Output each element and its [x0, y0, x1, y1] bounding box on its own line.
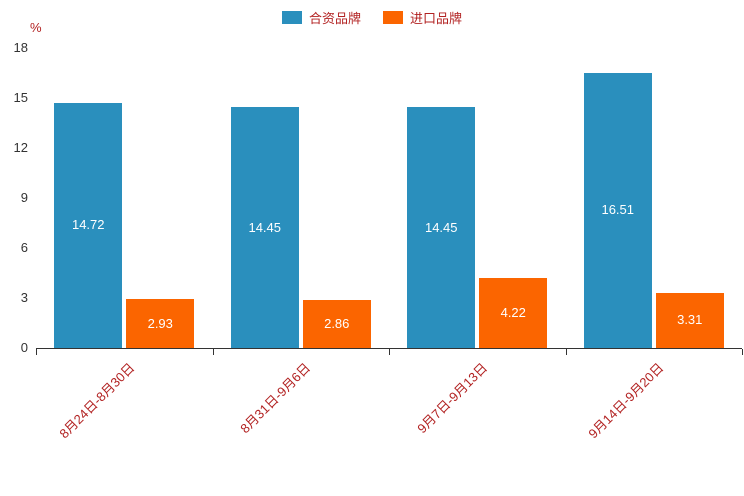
bar [54, 102, 123, 348]
bar-value-label: 2.93 [147, 315, 173, 331]
y-axis-tick-label: 9 [20, 190, 28, 205]
legend-swatch-orange [383, 11, 403, 24]
x-axis-tick-mark [742, 349, 743, 355]
bar-value-label: 14.45 [248, 219, 282, 235]
legend-item-imported-brands[interactable]: 进口品牌 [383, 8, 462, 27]
y-axis-tick-label: 18 [13, 40, 28, 55]
x-axis-line [36, 348, 742, 349]
bar-value-label: 14.45 [424, 219, 458, 235]
x-axis-label: 8月24日-8月30日 [55, 360, 137, 442]
y-axis-tick-label: 3 [20, 290, 28, 305]
bar-value-label: 14.72 [71, 217, 105, 233]
bar-value-label: 3.31 [677, 312, 703, 328]
y-axis-unit-label: % [30, 20, 42, 35]
x-axis-tick-mark [389, 349, 390, 355]
bar [126, 299, 195, 348]
bar [407, 107, 476, 348]
x-axis-tick-mark [36, 349, 37, 355]
bar [479, 277, 548, 348]
legend-swatch-blue [281, 11, 302, 24]
chart-legend: 合资品牌 进口品牌 [0, 8, 744, 27]
bar [302, 300, 371, 348]
x-axis-label: 9月14日-9月20日 [585, 360, 667, 442]
y-axis-tick-label: 12 [13, 140, 28, 155]
x-axis-label: 9月7日-9月13日 [413, 360, 490, 437]
x-axis-label: 8月31日-9月6日 [237, 360, 314, 437]
bar-value-label: 2.86 [324, 316, 350, 332]
bar-value-label: 16.51 [601, 202, 635, 218]
x-axis-tick-mark [212, 349, 214, 355]
y-axis-tick-label: 0 [20, 340, 28, 355]
bar [655, 292, 724, 348]
legend-label-joint-venture-brands: 合资品牌 [308, 11, 361, 26]
bar-value-label: 4.22 [500, 304, 526, 320]
legend-label-imported-brands: 进口品牌 [410, 11, 463, 26]
legend-item-joint-venture-brands[interactable]: 合资品牌 [281, 8, 361, 27]
y-axis-tick-label: 15 [13, 90, 28, 105]
y-axis-tick-label: 6 [20, 240, 28, 255]
bar [230, 107, 299, 348]
x-axis-tick-mark [565, 349, 567, 355]
bar [583, 72, 652, 348]
